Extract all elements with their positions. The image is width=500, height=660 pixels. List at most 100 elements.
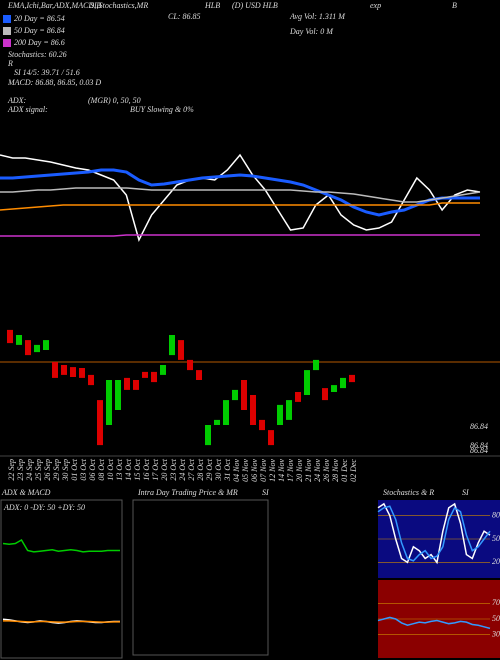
x-tick-label: 01 Dec [340, 459, 349, 482]
annotation: R [7, 59, 13, 68]
annotation: (D) USD HLB [232, 1, 278, 10]
x-tick-label: 24 Nov [313, 459, 322, 482]
annotation: BUY Slowing & 0% [130, 105, 194, 114]
line-series [0, 187, 481, 203]
x-tick-label: 30 Oct [214, 458, 223, 481]
annotation: 20 Day = 86.54 [14, 14, 65, 23]
candle-body [295, 392, 301, 402]
candle-body [169, 335, 175, 356]
candle-body [286, 400, 292, 420]
x-tick-label: 24 Oct [178, 458, 187, 480]
x-tick-label: 28 Nov [331, 459, 340, 482]
annotation: ADX: [7, 96, 27, 105]
line-series [0, 202, 480, 211]
annotation: CL: 86.85 [168, 12, 200, 21]
x-tick-label: 05 Nov [241, 459, 250, 482]
candle-body [178, 340, 184, 360]
annotation: ADX signal: [7, 105, 48, 114]
annotation: EMA,Ichi,Bar,ADX,MACD,B [7, 1, 101, 10]
annotation: SI 14/5: 39.71 / 51.6 [14, 68, 80, 77]
annotation: MACD: 86.88, 86.85, 0.03 D [7, 78, 101, 87]
x-tick-label: 20 Nov [295, 459, 304, 482]
annotation: 200 Day = 86.6 [14, 38, 65, 47]
x-tick-label: 06 Oct [88, 458, 97, 480]
candle-body [133, 380, 139, 390]
candle-body [340, 377, 346, 389]
panel-title: Intra Day Trading Price & MR [137, 488, 238, 497]
candle-body [214, 419, 220, 425]
annotation: SI,Stochastics,MR [90, 1, 148, 10]
candle-body [25, 340, 31, 356]
x-tick-label: 28 Oct [196, 458, 205, 480]
x-tick-label: 20 Oct [160, 458, 169, 480]
candle-body [304, 370, 310, 395]
x-tick-label: 13 Oct [115, 458, 124, 480]
legend-swatch [3, 27, 11, 35]
candle-body [88, 374, 94, 386]
candle-body [331, 385, 337, 392]
candle-body [250, 395, 256, 425]
x-tick-label: 26 Sep [43, 459, 52, 481]
x-tick-label: 17 Nov [286, 459, 295, 482]
x-tick-label: 02 Dec [349, 459, 358, 482]
annotation: Stochastics: 60.26 [8, 50, 67, 59]
candle-body [223, 400, 229, 425]
line-series [377, 502, 491, 565]
candle-body [151, 371, 157, 383]
x-tick-label: 24 Sep [25, 459, 34, 481]
candle-body [97, 400, 103, 446]
y-tick-label: 50 [492, 534, 500, 543]
candle-body [322, 388, 328, 401]
x-tick-label: 08 Oct [97, 458, 106, 480]
x-tick-label: 23 Sep [16, 459, 25, 481]
annotation: exp [370, 1, 381, 10]
x-tick-label: 25 Sep [34, 459, 43, 481]
annotation: 50 Day = 86.84 [14, 26, 65, 35]
line-series [0, 234, 480, 237]
candle-body [277, 404, 283, 425]
line-series [3, 620, 120, 623]
legend-swatch [3, 15, 11, 23]
annotation: ADX: 0 -DY: 50 +DY: 50 [3, 503, 85, 512]
candle-body [268, 430, 274, 446]
x-tick-label: 29 Sep [52, 459, 61, 481]
x-tick-label: 22 Sep [7, 459, 16, 481]
candle-body [106, 380, 112, 425]
x-tick-label: 30 Sep [61, 459, 70, 482]
panel-title: ADX & MACD [1, 488, 51, 497]
annotation: SI [262, 488, 269, 497]
candle-body [142, 371, 148, 378]
line-series [0, 153, 481, 243]
annotation: SI [462, 488, 469, 497]
x-tick-label: 04 Nov [232, 459, 241, 482]
x-tick-label: 03 Oct [79, 458, 88, 480]
legend-swatch [3, 39, 11, 47]
line-series [2, 538, 120, 553]
candle-body [43, 340, 49, 350]
x-tick-label: 23 Oct [169, 458, 178, 480]
candle-body [52, 362, 58, 378]
y-tick-label: 80 [492, 510, 500, 519]
candle-body [232, 389, 238, 401]
x-tick-label: 29 Oct [205, 458, 214, 480]
x-tick-label: 01 Oct [70, 458, 79, 480]
x-tick-label: 06 Nov [250, 459, 259, 482]
x-tick-label: 16 Oct [142, 458, 151, 480]
line-series [377, 616, 491, 630]
x-tick-label: 15 Oct [133, 458, 142, 480]
line-series [0, 168, 480, 217]
candle-body [16, 335, 22, 345]
candle-body [7, 329, 13, 344]
x-tick-label: 27 Oct [187, 458, 196, 480]
panel-title: Stochastics & R [383, 488, 434, 497]
annotation: 86.84 [470, 422, 488, 431]
panel-frame [0, 499, 123, 659]
candle-body [160, 365, 166, 375]
x-tick-label: 14 Nov [277, 459, 286, 482]
candle-body [79, 368, 85, 378]
y-tick-label: 70 [492, 598, 500, 607]
annotation: B [452, 1, 457, 10]
candle-body [241, 380, 247, 410]
x-tick-label: 12 Nov [268, 459, 277, 482]
x-tick-label: 14 Oct [124, 458, 133, 480]
